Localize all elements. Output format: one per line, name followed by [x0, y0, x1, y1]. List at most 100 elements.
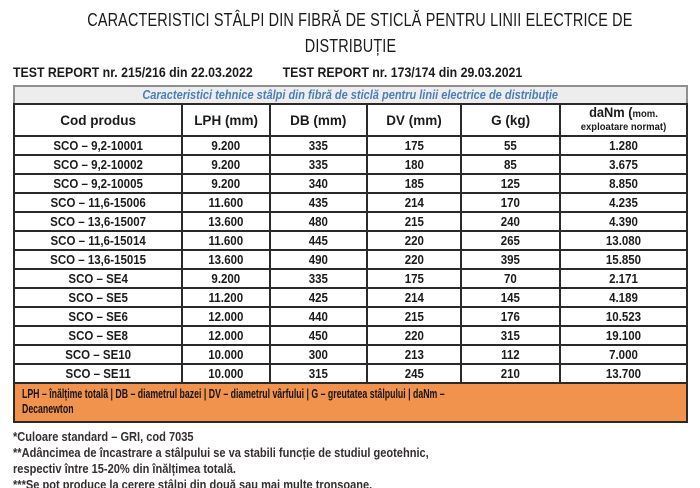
table-row: SCO – SE8 12.000 450 220 315 19.100 — [12, 325, 688, 346]
dv-cell: 215 — [365, 211, 463, 232]
lph-cell: 11.200 — [181, 287, 271, 308]
table-row: SCO – 13,6-15015 13.600 490 220 395 15.8… — [12, 249, 688, 270]
dv-cell: 185 — [365, 173, 463, 194]
footnote-embedment-depth-2: respectiv între 15-20% din înălțimea tot… — [13, 461, 236, 476]
db-cell: 490 — [268, 249, 368, 270]
product-code-cell: SCO – 9,2-10001 — [12, 135, 184, 156]
db-cell: 335 — [268, 154, 368, 175]
product-code-cell: SCO – SE5 — [12, 287, 184, 308]
table-legend: LPH – înălțime totală | DB – diametrul b… — [13, 382, 688, 423]
page-title-line2: DISTRIBUȚIE — [304, 35, 397, 56]
danm-cell: 8.850 — [559, 173, 688, 194]
table-legend-line2: Decanewton — [22, 402, 74, 416]
product-code-cell: SCO – SE10 — [12, 344, 184, 365]
dv-cell: 213 — [365, 344, 463, 365]
lph-cell: 9.200 — [181, 173, 271, 194]
lph-cell: 13.600 — [181, 211, 271, 232]
header-row: Cod produs LPH (mm) DB (mm) DV (mm) G (k… — [12, 103, 688, 137]
table-row: SCO – 11,6-15014 11.600 445 220 265 13.0… — [12, 230, 688, 251]
table-legend-line1: LPH – înălțime totală | DB – diametrul b… — [22, 387, 445, 401]
product-code-cell: SCO – SE4 — [12, 268, 184, 289]
lph-cell: 9.200 — [181, 268, 271, 289]
dv-cell: 220 — [365, 230, 463, 251]
table-row: SCO – 13,6-15007 13.600 480 215 240 4.39… — [12, 211, 688, 232]
g-cell: 210 — [460, 363, 562, 384]
danm-cell: 2.171 — [559, 268, 688, 289]
table-row: SCO – SE11 10.000 315 245 210 13.700 — [12, 363, 688, 384]
g-cell: 176 — [460, 306, 562, 327]
danm-cell: 4.189 — [559, 287, 688, 308]
db-cell: 335 — [268, 268, 368, 289]
page-title: CARACTERISTICI STÂLPI DIN FIBRĂ DE STICL… — [13, 7, 688, 59]
danm-cell: 13.700 — [559, 363, 688, 384]
danm-cell: 19.100 — [559, 325, 688, 346]
test-report-right: TEST REPORT nr. 173/174 din 29.03.2021 — [282, 64, 523, 80]
dv-cell: 175 — [365, 135, 463, 156]
g-cell: 170 — [460, 192, 562, 213]
danm-cell: 10.523 — [559, 306, 688, 327]
column-header-danm: daNm (mom. exploatare normat) — [559, 103, 688, 137]
product-code-cell: SCO – 9,2-10005 — [12, 173, 184, 194]
lph-cell: 12.000 — [181, 325, 271, 346]
test-report-left: TEST REPORT nr. 215/216 din 22.03.2022 — [13, 64, 253, 80]
product-code-cell: SCO – 9,2-10002 — [12, 154, 184, 175]
product-code-cell: SCO – SE8 — [12, 325, 184, 346]
db-cell: 445 — [268, 230, 368, 251]
db-cell: 450 — [268, 325, 368, 346]
dv-cell: 180 — [365, 154, 463, 175]
dv-cell: 175 — [365, 268, 463, 289]
product-code-cell: SCO – 13,6-15007 — [12, 211, 184, 232]
lph-cell: 11.600 — [181, 192, 271, 213]
table-row: SCO – 9,2-10001 9.200 335 175 55 1.280 — [12, 135, 688, 156]
danm-cell: 1.280 — [559, 135, 688, 156]
danm-cell: 7.000 — [559, 344, 688, 365]
lph-cell: 9.200 — [181, 154, 271, 175]
column-header-db: DB (mm) — [268, 103, 368, 137]
db-cell: 300 — [268, 344, 368, 365]
product-code-cell: SCO – SE11 — [12, 363, 184, 384]
dv-cell: 220 — [365, 249, 463, 270]
dv-cell: 220 — [365, 325, 463, 346]
danm-cell: 4.390 — [559, 211, 688, 232]
lph-cell: 9.200 — [181, 135, 271, 156]
lph-cell: 12.000 — [181, 306, 271, 327]
column-header-g: G (kg) — [460, 103, 562, 137]
table-row: SCO – 9,2-10005 9.200 340 185 125 8.850 — [12, 173, 688, 194]
table-row: SCO – SE5 11.200 425 214 145 4.189 — [12, 287, 688, 308]
footnotes: *Culoare standard – GRI, cod 7035 **Adân… — [13, 429, 688, 488]
column-header-cod-produs: Cod produs — [12, 103, 184, 137]
lph-cell: 10.000 — [181, 344, 271, 365]
db-cell: 440 — [268, 306, 368, 327]
g-cell: 145 — [460, 287, 562, 308]
table-row: SCO – 9,2-10002 9.200 335 180 85 3.675 — [12, 154, 688, 175]
dv-cell: 245 — [365, 363, 463, 384]
footnote-embedment-depth-1: **Adâncimea de încastrare a stâlpului se… — [13, 445, 429, 460]
g-cell: 55 — [460, 135, 562, 156]
column-header-lph: LPH (mm) — [181, 103, 271, 137]
danm-cell: 15.850 — [559, 249, 688, 270]
table-row: SCO – SE4 9.200 335 175 70 2.171 — [12, 268, 688, 289]
g-cell: 240 — [460, 211, 562, 232]
db-cell: 425 — [268, 287, 368, 308]
g-cell: 395 — [460, 249, 562, 270]
db-cell: 340 — [268, 173, 368, 194]
g-cell: 315 — [460, 325, 562, 346]
db-cell: 335 — [268, 135, 368, 156]
lph-cell: 10.000 — [181, 363, 271, 384]
g-cell: 70 — [460, 268, 562, 289]
table-caption-text: Caracteristici tehnice stâlpi din fibră … — [142, 88, 559, 102]
test-reports: TEST REPORT nr. 215/216 din 22.03.2022 T… — [13, 64, 607, 80]
db-cell: 435 — [268, 192, 368, 213]
footnote-sections: ***Se pot produce la cerere stâlpi din d… — [13, 477, 373, 488]
table-row: SCO – SE10 10.000 300 213 112 7.000 — [12, 344, 688, 365]
product-code-cell: SCO – 13,6-15015 — [12, 249, 184, 270]
lph-cell: 11.600 — [181, 230, 271, 251]
dv-cell: 214 — [365, 192, 463, 213]
dv-cell: 214 — [365, 287, 463, 308]
g-cell: 125 — [460, 173, 562, 194]
danm-cell: 4.235 — [559, 192, 688, 213]
footnote-color-standard: *Culoare standard – GRI, cod 7035 — [13, 429, 194, 444]
db-cell: 315 — [268, 363, 368, 384]
column-header-dv: DV (mm) — [365, 103, 463, 137]
